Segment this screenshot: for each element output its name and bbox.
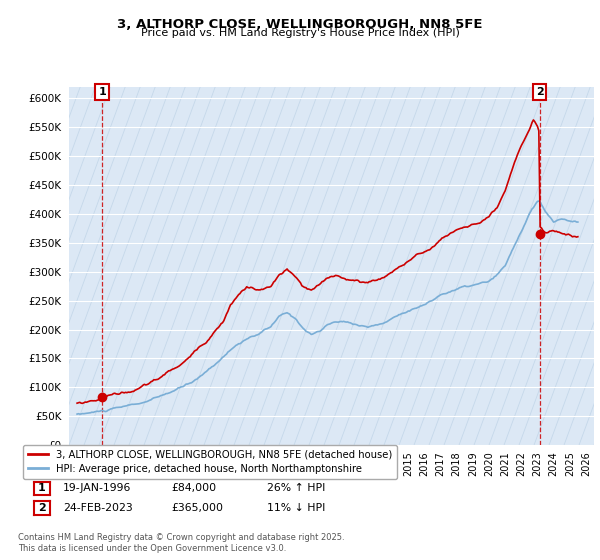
Text: 2: 2 bbox=[38, 503, 46, 513]
Text: 1: 1 bbox=[38, 483, 46, 493]
Legend: 3, ALTHORP CLOSE, WELLINGBOROUGH, NN8 5FE (detached house), HPI: Average price, : 3, ALTHORP CLOSE, WELLINGBOROUGH, NN8 5F… bbox=[23, 445, 397, 479]
Text: 3, ALTHORP CLOSE, WELLINGBOROUGH, NN8 5FE: 3, ALTHORP CLOSE, WELLINGBOROUGH, NN8 5F… bbox=[117, 18, 483, 31]
Text: 26% ↑ HPI: 26% ↑ HPI bbox=[267, 483, 325, 493]
Text: Contains HM Land Registry data © Crown copyright and database right 2025.
This d: Contains HM Land Registry data © Crown c… bbox=[18, 533, 344, 553]
Text: £84,000: £84,000 bbox=[171, 483, 216, 493]
Text: 24-FEB-2023: 24-FEB-2023 bbox=[63, 503, 133, 513]
Text: 19-JAN-1996: 19-JAN-1996 bbox=[63, 483, 131, 493]
Text: 11% ↓ HPI: 11% ↓ HPI bbox=[267, 503, 325, 513]
Text: 2: 2 bbox=[536, 87, 544, 97]
Text: Price paid vs. HM Land Registry's House Price Index (HPI): Price paid vs. HM Land Registry's House … bbox=[140, 28, 460, 38]
Text: 1: 1 bbox=[98, 87, 106, 97]
Text: £365,000: £365,000 bbox=[171, 503, 223, 513]
